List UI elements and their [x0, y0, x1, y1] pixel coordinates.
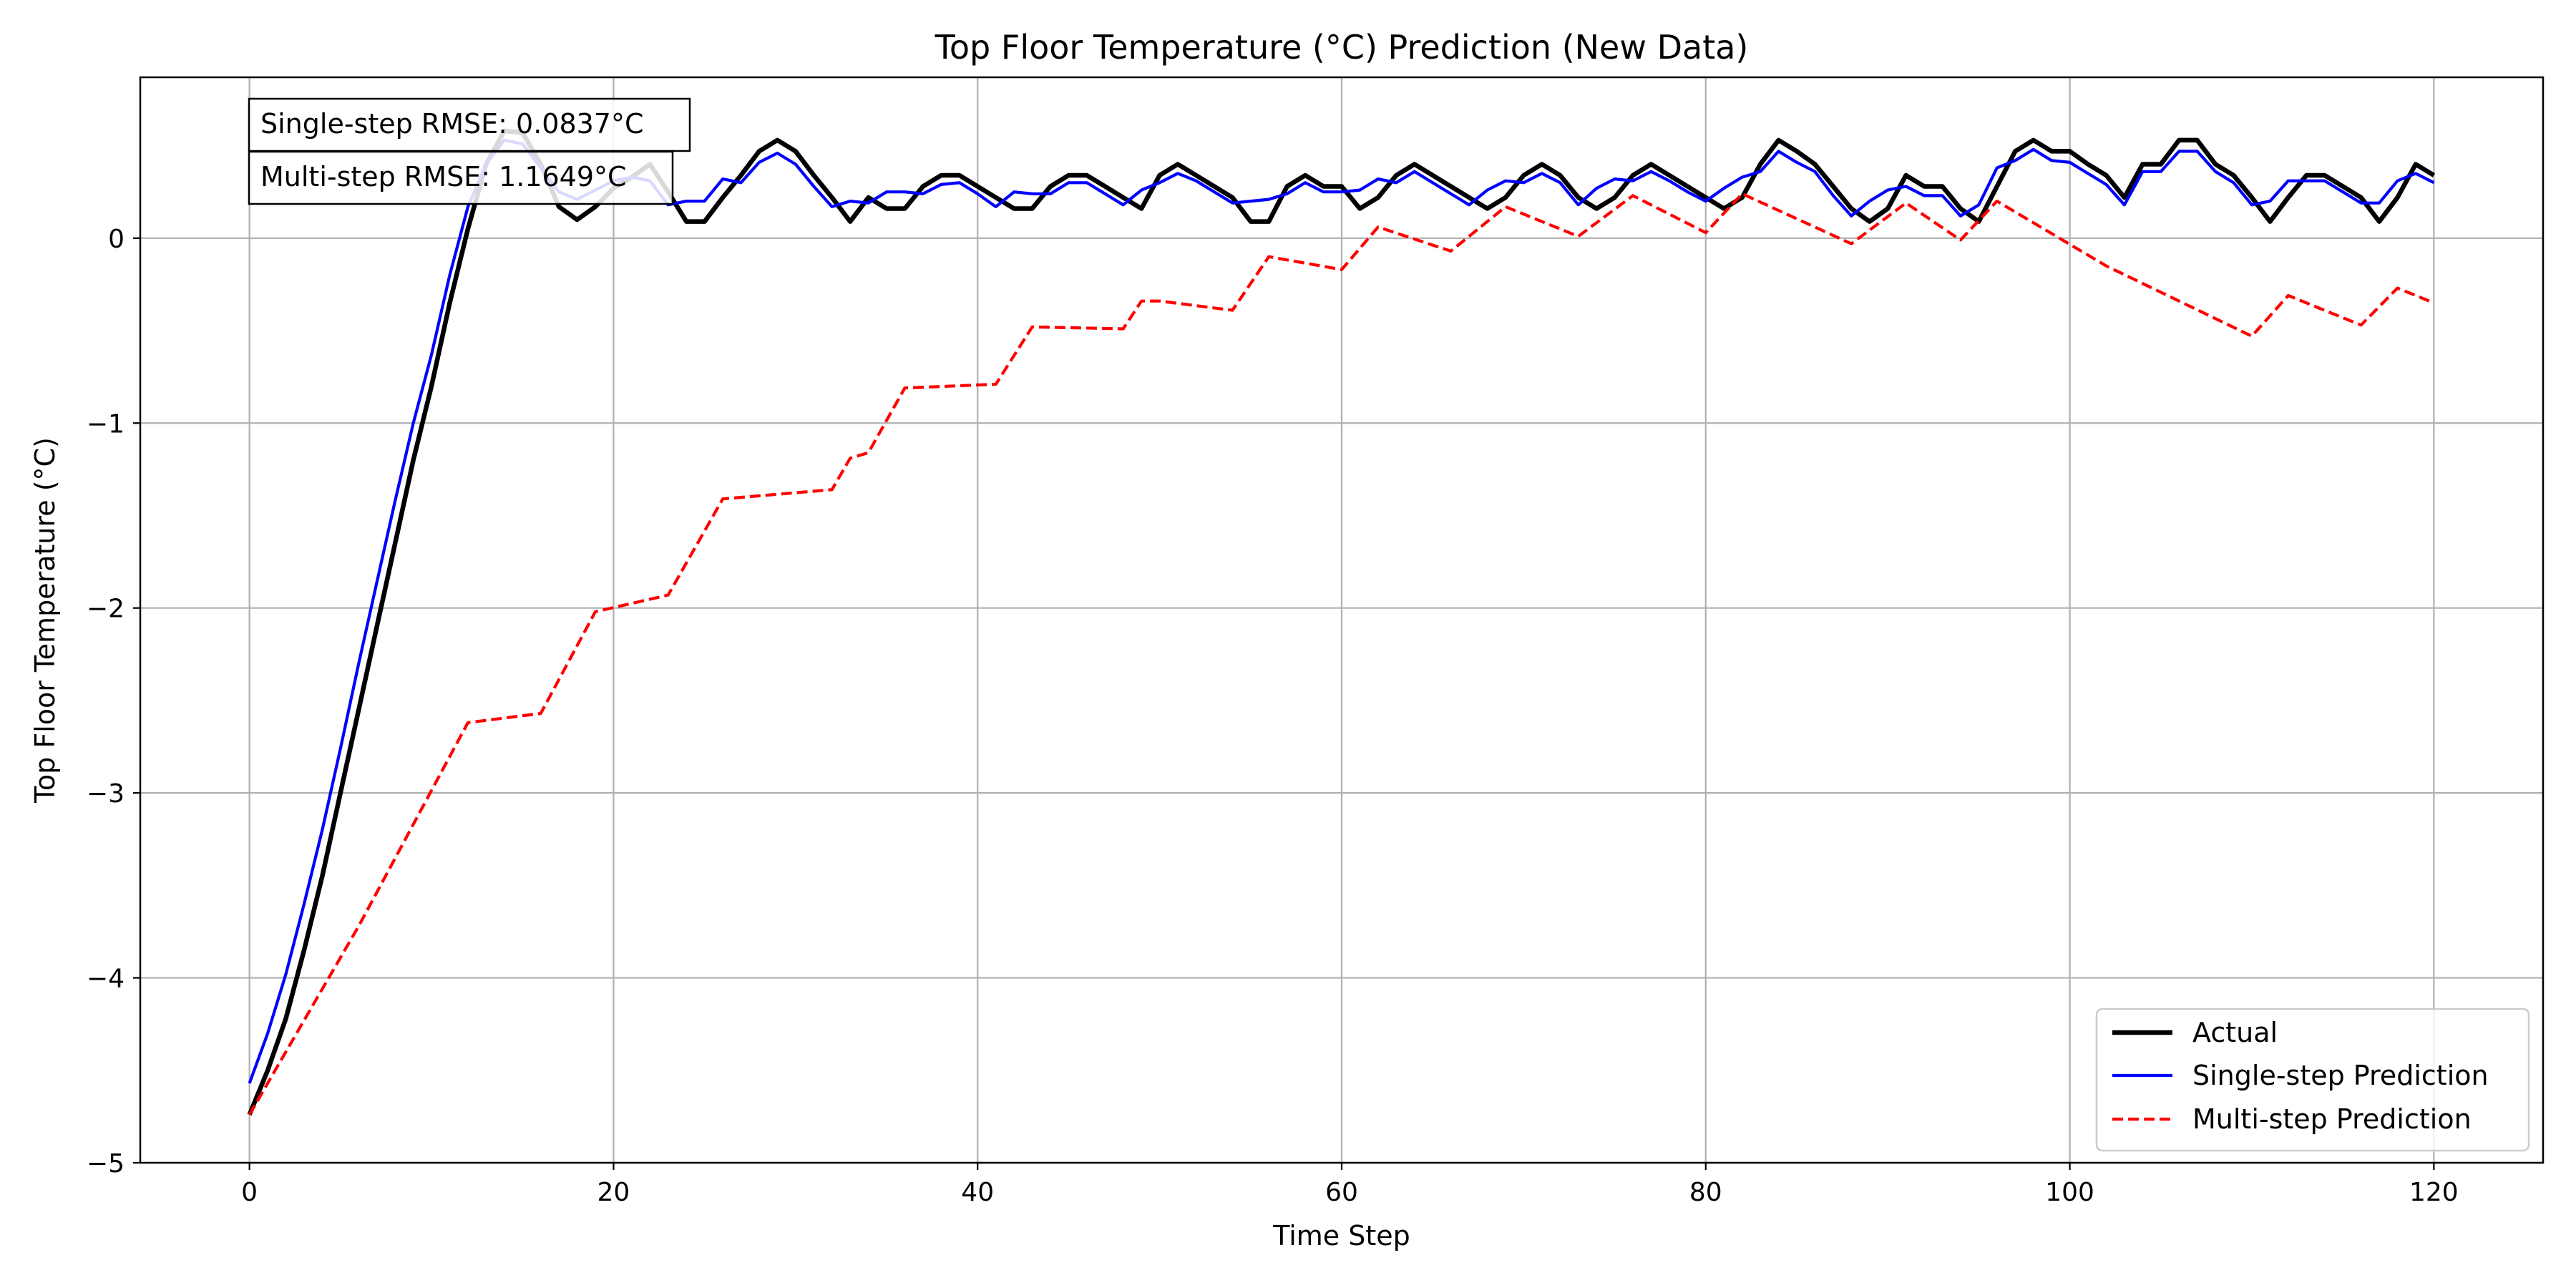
y-axis-label: Top Floor Temperature (°C) — [29, 437, 61, 804]
x-tick-label-5: 100 — [2045, 1178, 2094, 1207]
legend-box — [2095, 1008, 2530, 1152]
single-step-rmse-box — [248, 97, 691, 152]
single-step-rmse-text: Single-step RMSE: 0.0837°C — [260, 108, 644, 140]
series-line-multi-step-prediction — [248, 192, 2435, 1116]
legend-label-multi-step: Multi-step Prediction — [2192, 1103, 2472, 1135]
multi-step-rmse-box — [248, 150, 674, 205]
y-tick-label-2: −3 — [87, 779, 125, 809]
legend-label-actual: Actual — [2192, 1017, 2278, 1048]
y-ticks: −5 −4 −3 −2 −1 0 — [87, 225, 140, 1179]
y-tick-label-5: 0 — [108, 225, 125, 254]
x-tick-label-6: 120 — [2409, 1178, 2459, 1207]
x-tick-label-2: 40 — [961, 1178, 994, 1207]
legend-label-single-step: Single-step Prediction — [2192, 1060, 2489, 1091]
x-tick-label-4: 80 — [1689, 1178, 1722, 1207]
legend: Actual Single-step Prediction Multi-step… — [2095, 1008, 2530, 1152]
y-tick-label-1: −4 — [87, 965, 125, 994]
x-ticks: 0 20 40 60 80 100 120 — [241, 1163, 2459, 1207]
x-axis-label: Time Step — [1272, 1220, 1410, 1252]
chart-title: Top Floor Temperature (°C) Prediction (N… — [935, 28, 1749, 67]
y-tick-label-3: −2 — [87, 595, 125, 624]
multi-step-rmse-text: Multi-step RMSE: 1.1649°C — [260, 161, 627, 192]
x-tick-label-0: 0 — [241, 1178, 258, 1207]
x-tick-label-1: 20 — [597, 1178, 630, 1207]
rmse-annotations: Single-step RMSE: 0.0837°C Multi-step RM… — [248, 97, 691, 205]
y-tick-label-4: −1 — [87, 409, 125, 439]
y-tick-label-0: −5 — [87, 1149, 125, 1179]
x-tick-label-3: 60 — [1325, 1178, 1358, 1207]
